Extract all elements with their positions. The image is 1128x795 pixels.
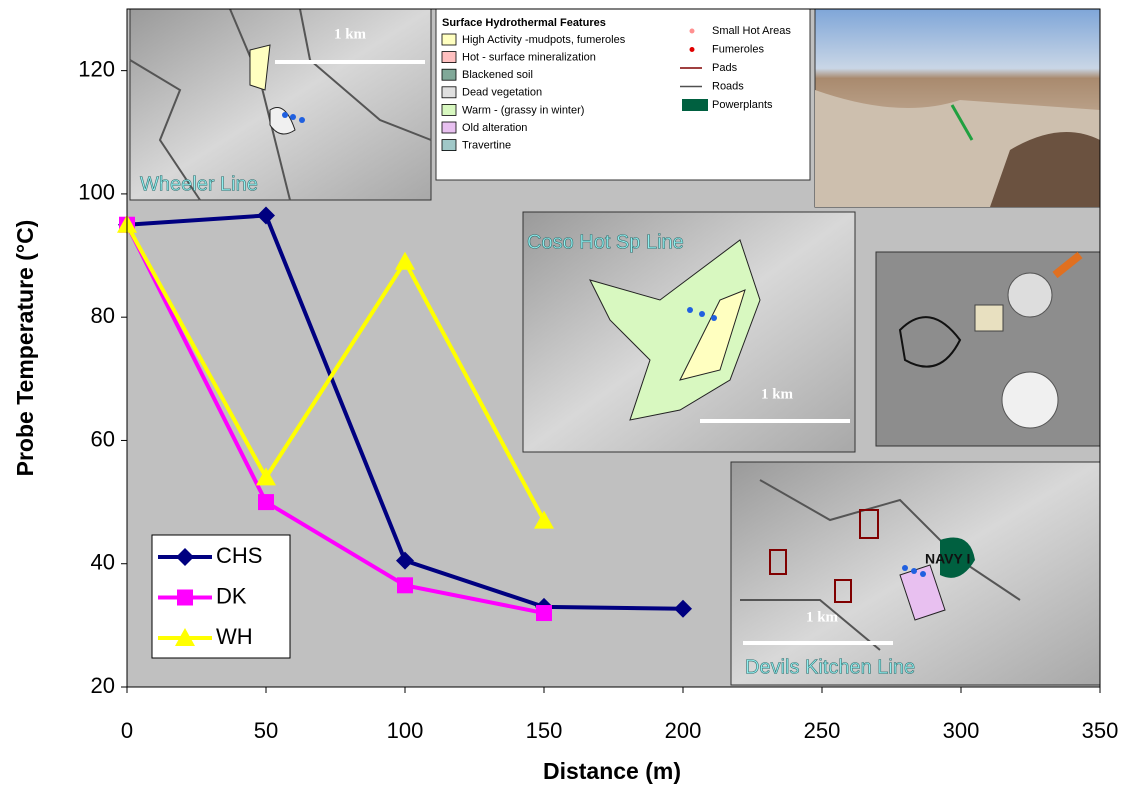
chart: 20 40 60 80 100 120 0 50 100 150 200 250 300 350 1 km… bbox=[0, 0, 1128, 795]
marker bbox=[397, 577, 413, 593]
site-label: NAVY I bbox=[925, 551, 970, 567]
legend-swatch bbox=[442, 87, 456, 98]
legend-swatch bbox=[442, 122, 456, 133]
marker bbox=[177, 590, 193, 606]
scale-label: 1 km bbox=[334, 26, 367, 42]
legend-label: Fumeroles bbox=[712, 43, 764, 55]
legend-label: Dead vegetation bbox=[462, 87, 542, 99]
legend-label: Pads bbox=[712, 62, 738, 74]
map-label: Devils Kitchen Line bbox=[745, 656, 915, 678]
scale-label: 1 km bbox=[761, 386, 794, 402]
y-axis-title: Probe Temperature (°C) bbox=[12, 220, 38, 477]
legend-symbol bbox=[690, 47, 695, 52]
legend-label: DK bbox=[216, 583, 247, 608]
marker bbox=[258, 494, 274, 510]
x-tick-label: 300 bbox=[943, 718, 980, 743]
legend-label: WH bbox=[216, 624, 253, 649]
y-tick-label: 40 bbox=[91, 550, 115, 575]
legend-swatch bbox=[442, 140, 456, 151]
y-tick-label: 120 bbox=[78, 56, 115, 81]
x-tick-label: 100 bbox=[387, 718, 424, 743]
legend-label: Old alteration bbox=[462, 122, 527, 134]
legend-label: CHS bbox=[216, 543, 262, 568]
probe-photo bbox=[876, 252, 1100, 446]
x-tick-label: 150 bbox=[526, 718, 563, 743]
x-tick-label: 200 bbox=[665, 718, 702, 743]
map-legend: Surface Hydrothermal Features High Activ… bbox=[436, 9, 810, 180]
legend-label: Hot - surface mineralization bbox=[462, 52, 596, 64]
devils-map: NAVY I 1 km Devils Kitchen Line bbox=[731, 462, 1100, 685]
legend-swatch bbox=[442, 34, 456, 45]
x-tick-label: 50 bbox=[254, 718, 278, 743]
legend-swatch bbox=[442, 52, 456, 63]
x-tick-label: 250 bbox=[804, 718, 841, 743]
legend-swatch bbox=[442, 104, 456, 115]
map-label: Wheeler Line bbox=[140, 173, 258, 195]
legend-swatch bbox=[442, 69, 456, 80]
legend-symbol bbox=[682, 99, 708, 111]
coso-map: 1 km Coso Hot Sp Line bbox=[523, 212, 855, 452]
legend-label: Warm - (grassy in winter) bbox=[462, 104, 584, 116]
marker bbox=[536, 605, 552, 621]
y-tick-label: 60 bbox=[91, 426, 115, 451]
x-tick-label: 0 bbox=[121, 718, 133, 743]
y-tick-label: 20 bbox=[91, 673, 115, 698]
legend-label: Roads bbox=[712, 80, 744, 92]
legend-label: High Activity -mudpots, fumeroles bbox=[462, 34, 626, 46]
map-label: Coso Hot Sp Line bbox=[527, 231, 684, 253]
scale-label: 1 km bbox=[806, 609, 839, 625]
legend-label: Blackened soil bbox=[462, 69, 533, 81]
x-tick-label: 350 bbox=[1082, 718, 1119, 743]
y-tick-label: 100 bbox=[78, 180, 115, 205]
y-tick-label: 80 bbox=[91, 303, 115, 328]
legend-symbol bbox=[690, 29, 695, 34]
x-axis-title: Distance (m) bbox=[543, 758, 681, 784]
site-photo bbox=[815, 9, 1100, 207]
legend-label: Small Hot Areas bbox=[712, 25, 791, 37]
wheeler-map: 1 km Wheeler Line bbox=[130, 9, 431, 200]
map-legend-title: Surface Hydrothermal Features bbox=[442, 17, 606, 29]
legend-label: Travertine bbox=[462, 140, 511, 152]
legend-label: Powerplants bbox=[712, 99, 773, 111]
